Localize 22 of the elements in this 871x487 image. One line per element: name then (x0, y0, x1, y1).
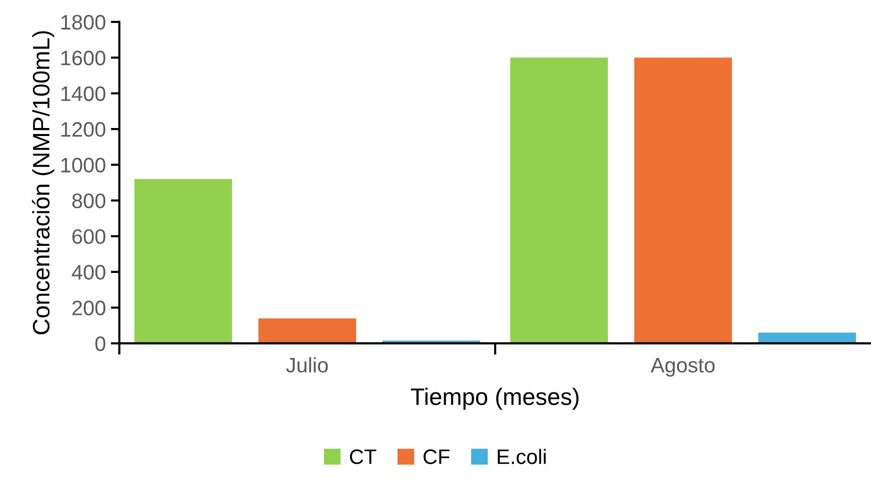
y-tick-label: 1800 (61, 14, 106, 30)
y-tick-label: 800 (72, 193, 106, 208)
y-tick-label: 1000 (61, 158, 106, 173)
y-tick-label: 1200 (61, 122, 106, 137)
bar (634, 58, 732, 344)
legend-label: CT (350, 449, 376, 464)
legend-label: CF (424, 449, 450, 464)
y-tick-label: 1600 (61, 50, 106, 66)
y-tick-label: 200 (72, 300, 106, 316)
x-axis-title: Tiempo (meses) (410, 388, 579, 410)
x-tick-label: Julio (286, 357, 328, 373)
bar (758, 332, 856, 344)
y-tick-label: 400 (72, 264, 106, 280)
bar (258, 318, 356, 344)
bar (134, 179, 232, 344)
legend-label: E.coli (498, 448, 546, 464)
y-tick-label: 0 (95, 336, 106, 352)
y-axis-title: Concentración (NMP/100mL) (32, 31, 54, 334)
y-tick-label: 1400 (61, 86, 106, 102)
y-tick-label: 600 (72, 229, 106, 244)
x-tick-label: Agosto (650, 358, 715, 377)
bar (510, 58, 608, 344)
